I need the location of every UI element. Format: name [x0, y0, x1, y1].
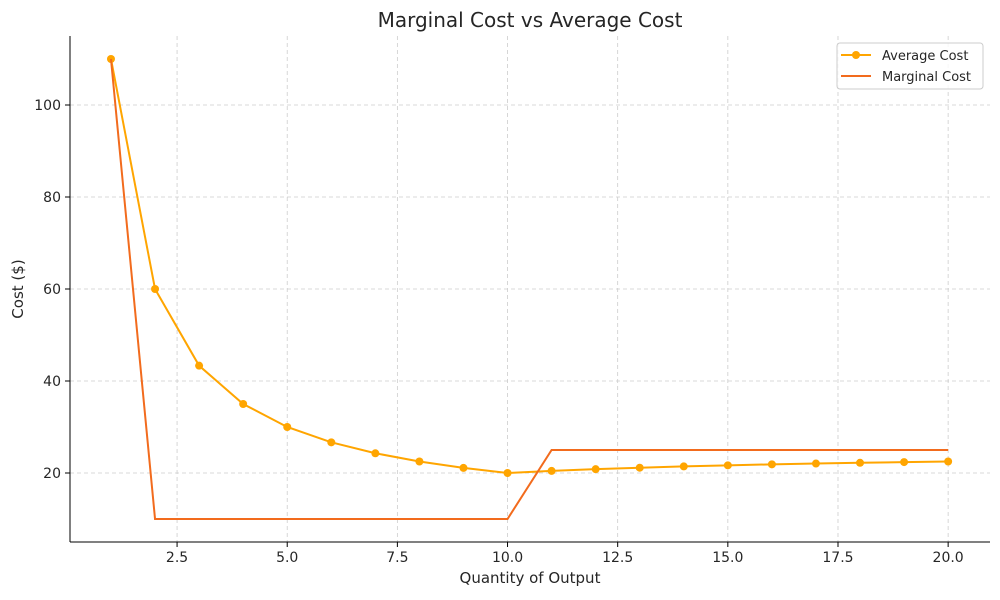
point-average-cost: [811, 459, 820, 468]
point-average-cost: [459, 463, 468, 472]
x-tick-label: 17.5: [822, 550, 853, 566]
x-tick-label: 10.0: [492, 550, 523, 566]
point-average-cost: [503, 469, 512, 477]
point-average-cost: [371, 449, 380, 458]
legend-marker-average-cost: [852, 51, 860, 59]
x-tick-label: 2.5: [166, 550, 188, 566]
point-average-cost: [900, 458, 909, 467]
point-average-cost: [591, 465, 600, 474]
point-average-cost: [944, 457, 953, 466]
point-average-cost: [856, 458, 865, 467]
legend: Average Cost Marginal Cost: [836, 42, 984, 90]
point-average-cost: [195, 361, 204, 370]
line-average-cost: [109, 58, 949, 475]
x-tick-label: 5.0: [276, 550, 298, 566]
y-tick-label: 40: [43, 374, 61, 390]
x-axis-label: Quantity of Output: [460, 569, 601, 587]
point-average-cost: [635, 463, 644, 472]
point-average-cost: [723, 461, 732, 470]
point-average-cost: [767, 460, 776, 469]
x-tick-label: 7.5: [386, 550, 408, 566]
x-tick-label: 12.5: [602, 550, 633, 566]
point-average-cost: [547, 466, 556, 475]
grid: [70, 36, 990, 542]
series-layer: [106, 55, 953, 520]
legend-label-average-cost: Average Cost: [882, 49, 968, 64]
legend-label-marginal-cost: Marginal Cost: [882, 70, 971, 85]
y-tick-label: 80: [43, 190, 61, 206]
point-average-cost: [239, 400, 248, 408]
point-average-cost: [327, 438, 336, 447]
point-average-cost: [151, 285, 160, 293]
y-tick-label: 60: [43, 282, 61, 298]
line-marginal-cost: [109, 58, 949, 520]
legend-box: [836, 42, 984, 90]
point-average-cost: [679, 462, 688, 471]
x-tick-label: 15.0: [712, 550, 743, 566]
chart-title: Marginal Cost vs Average Cost: [378, 8, 683, 32]
y-axis-label: Cost ($): [9, 259, 27, 318]
ticks: 2.5 5.0 7.5 10.0 12.5 15.0 17.5 20.0 20 40 60 80 100: [34, 98, 963, 566]
x-tick-label: 20.0: [933, 550, 964, 566]
point-average-cost: [415, 457, 424, 466]
y-tick-label: 20: [43, 466, 61, 482]
y-tick-label: 100: [34, 98, 61, 114]
point-average-cost: [283, 423, 292, 431]
